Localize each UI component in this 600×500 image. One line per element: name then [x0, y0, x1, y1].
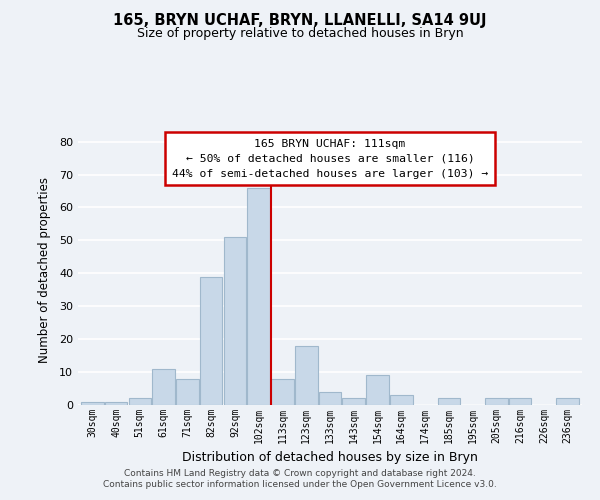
- Text: Contains HM Land Registry data © Crown copyright and database right 2024.: Contains HM Land Registry data © Crown c…: [124, 468, 476, 477]
- Bar: [485, 398, 508, 405]
- Text: 165, BRYN UCHAF, BRYN, LLANELLI, SA14 9UJ: 165, BRYN UCHAF, BRYN, LLANELLI, SA14 9U…: [113, 12, 487, 28]
- Bar: [343, 398, 365, 405]
- Text: 165 BRYN UCHAF: 111sqm
← 50% of detached houses are smaller (116)
44% of semi-de: 165 BRYN UCHAF: 111sqm ← 50% of detached…: [172, 139, 488, 178]
- Bar: [176, 378, 199, 405]
- Bar: [319, 392, 341, 405]
- Bar: [437, 398, 460, 405]
- Bar: [366, 376, 389, 405]
- Bar: [105, 402, 127, 405]
- Bar: [295, 346, 317, 405]
- Bar: [200, 276, 223, 405]
- Bar: [152, 369, 175, 405]
- Bar: [509, 398, 532, 405]
- Bar: [271, 378, 294, 405]
- Bar: [224, 237, 246, 405]
- Bar: [390, 395, 413, 405]
- X-axis label: Distribution of detached houses by size in Bryn: Distribution of detached houses by size …: [182, 452, 478, 464]
- Text: Size of property relative to detached houses in Bryn: Size of property relative to detached ho…: [137, 28, 463, 40]
- Bar: [128, 398, 151, 405]
- Bar: [247, 188, 270, 405]
- Y-axis label: Number of detached properties: Number of detached properties: [38, 177, 50, 363]
- Text: Contains public sector information licensed under the Open Government Licence v3: Contains public sector information licen…: [103, 480, 497, 489]
- Bar: [556, 398, 579, 405]
- Bar: [81, 402, 104, 405]
